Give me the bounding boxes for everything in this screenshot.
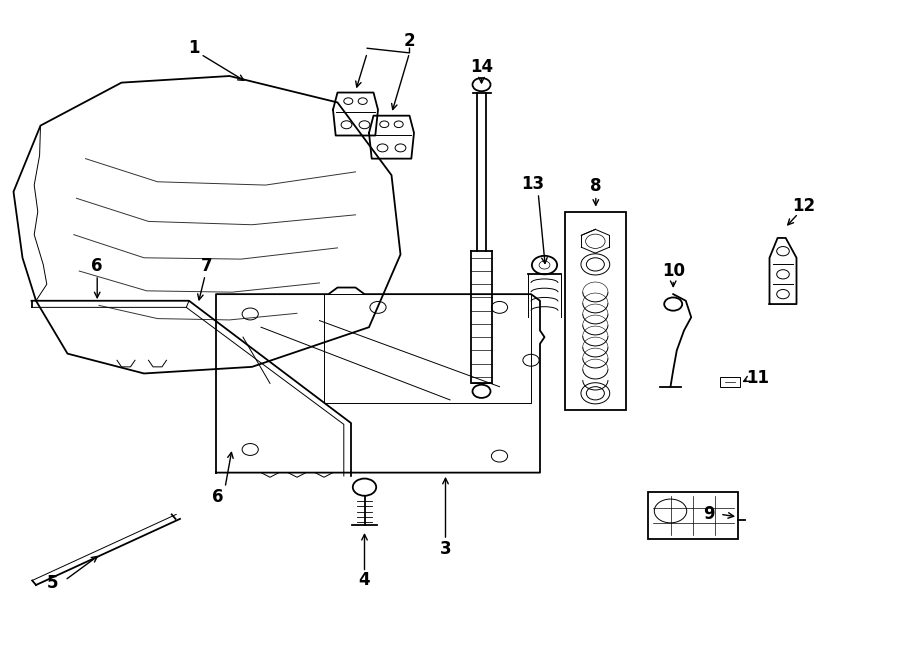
Text: 2: 2	[404, 32, 415, 50]
Text: 9: 9	[704, 505, 715, 524]
Text: 13: 13	[521, 175, 544, 193]
Text: 1: 1	[188, 38, 199, 57]
Text: 5: 5	[47, 574, 58, 592]
Text: 3: 3	[440, 539, 451, 558]
Bar	[565, 212, 626, 410]
Text: 11: 11	[746, 369, 769, 387]
Bar	[648, 492, 738, 539]
Text: 6: 6	[212, 488, 223, 506]
Text: 8: 8	[590, 177, 601, 196]
Text: 7: 7	[202, 256, 212, 275]
Text: 12: 12	[792, 197, 815, 215]
Text: 6: 6	[92, 256, 103, 275]
Text: 4: 4	[359, 571, 370, 590]
Text: 14: 14	[470, 58, 493, 77]
Text: 10: 10	[662, 262, 685, 280]
Bar	[720, 377, 740, 387]
